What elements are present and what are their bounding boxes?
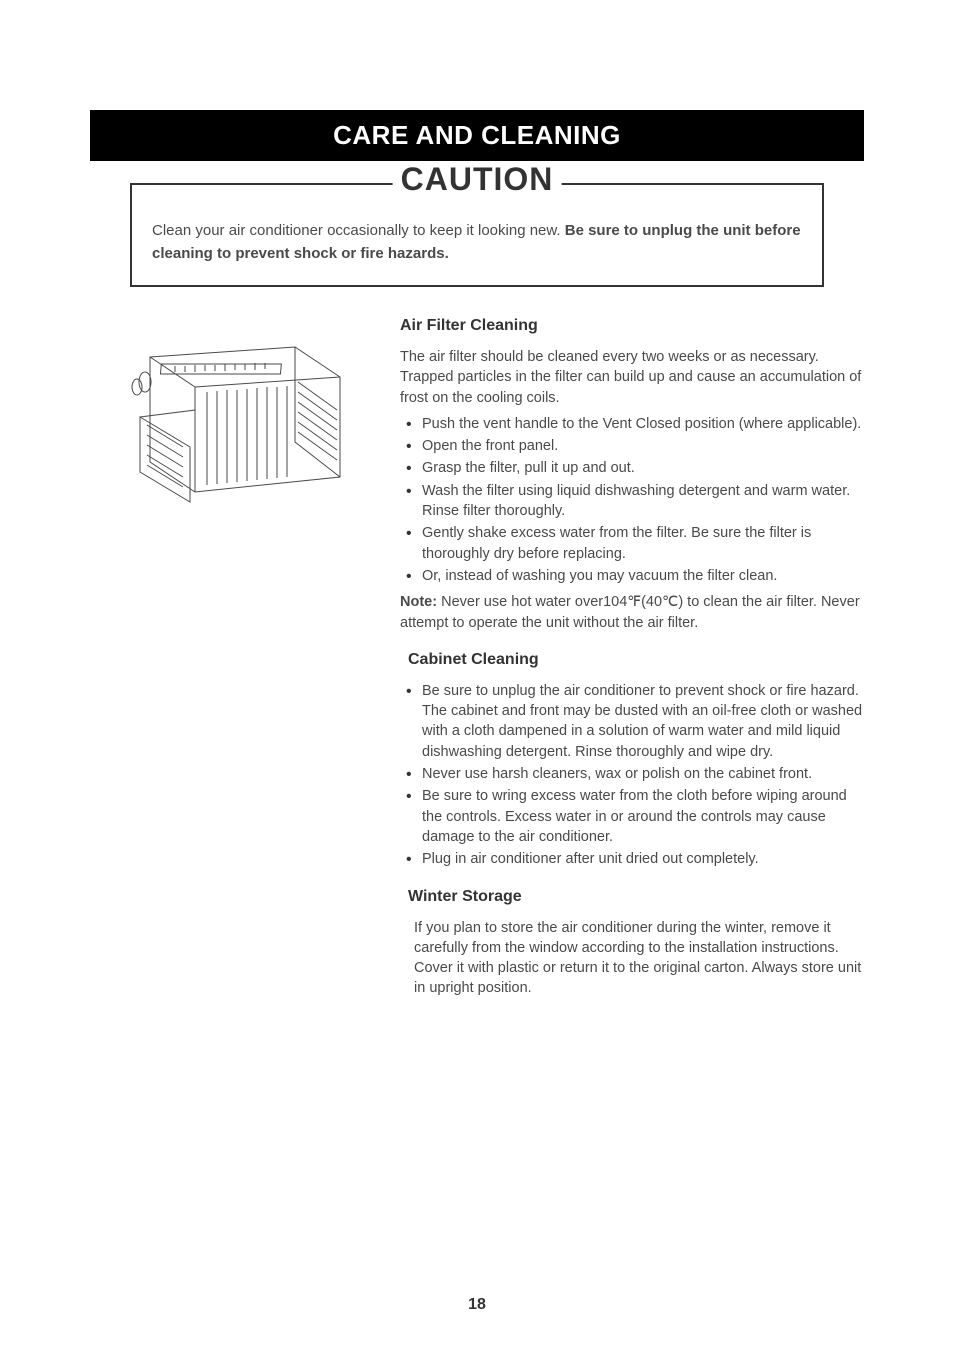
- right-column: Air Filter Cleaning The air filter shoul…: [390, 317, 864, 1005]
- air-filter-intro: The air filter should be cleaned every t…: [400, 347, 864, 408]
- winter-title: Winter Storage: [408, 888, 864, 906]
- winter-text: If you plan to store the air conditioner…: [414, 918, 864, 999]
- caution-text-plain: Clean your air conditioner occasionally …: [152, 222, 565, 239]
- page-number: 18: [468, 1296, 486, 1314]
- caution-title: CAUTION: [393, 161, 562, 198]
- air-filter-note: Note: Never use hot water over104℉(40℃) …: [400, 592, 864, 633]
- page-header: CARE AND CLEANING: [90, 110, 864, 161]
- cabinet-bullets: Be sure to unplug the air conditioner to…: [400, 681, 864, 870]
- list-item: Be sure to wring excess water from the c…: [400, 786, 864, 847]
- air-filter-title: Air Filter Cleaning: [400, 317, 864, 335]
- list-item: Be sure to unplug the air conditioner to…: [400, 681, 864, 762]
- caution-box: CAUTION Clean your air conditioner occas…: [130, 183, 824, 287]
- page-header-title: CARE AND CLEANING: [333, 120, 621, 150]
- list-item: Gently shake excess water from the filte…: [400, 523, 864, 564]
- air-filter-bullets: Push the vent handle to the Vent Closed …: [400, 414, 864, 586]
- content-wrap: Air Filter Cleaning The air filter shoul…: [90, 317, 864, 1005]
- note-label: Note:: [400, 594, 437, 610]
- left-column: [90, 317, 370, 1005]
- ac-unit-diagram: [95, 322, 355, 512]
- cabinet-title: Cabinet Cleaning: [408, 651, 864, 669]
- list-item: Wash the filter using liquid dishwashing…: [400, 481, 864, 522]
- list-item: Push the vent handle to the Vent Closed …: [400, 414, 864, 434]
- list-item: Or, instead of washing you may vacuum th…: [400, 566, 864, 586]
- list-item: Grasp the filter, pull it up and out.: [400, 458, 864, 478]
- list-item: Open the front panel.: [400, 436, 864, 456]
- caution-text: Clean your air conditioner occasionally …: [152, 220, 802, 265]
- list-item: Never use harsh cleaners, wax or polish …: [400, 764, 864, 784]
- note-text: Never use hot water over104℉(40℃) to cle…: [400, 594, 860, 630]
- list-item: Plug in air conditioner after unit dried…: [400, 849, 864, 869]
